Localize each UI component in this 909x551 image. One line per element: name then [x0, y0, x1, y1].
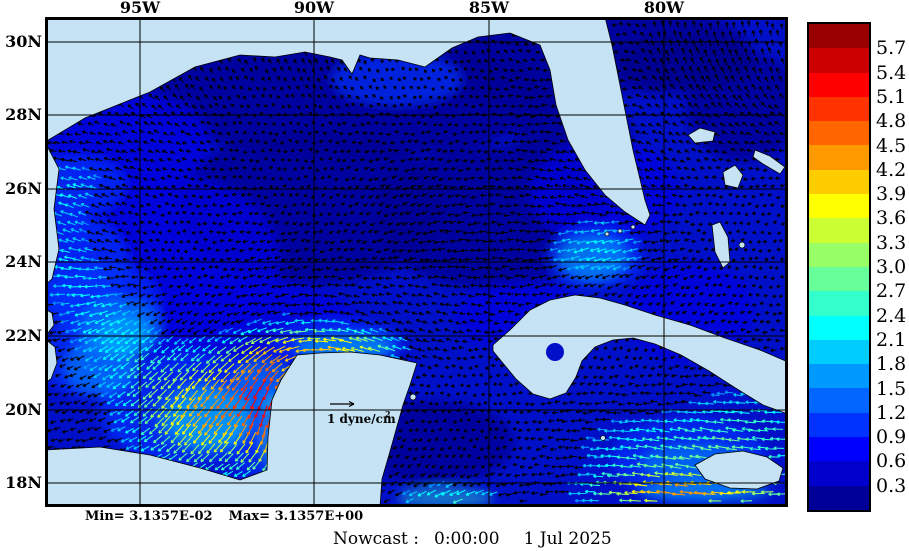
minmax-readout: Min= 3.1357E-02 Max= 3.1357E+00 — [85, 509, 363, 524]
left-axis-label: 20N — [5, 400, 42, 419]
colorbar-tick-label: 4.5 — [876, 134, 907, 157]
map-frame: 1 dyne/cm 2 — [45, 17, 788, 507]
colorbar-tick-label: 5.4 — [876, 61, 907, 84]
colorbar-segment — [809, 194, 869, 219]
caption-prefix: Nowcast : — [333, 529, 420, 549]
colorbar-segment — [809, 169, 869, 195]
colorbar-segment — [809, 96, 869, 122]
colorbar-segment — [809, 121, 869, 146]
colorbar-segment — [809, 437, 869, 462]
min-value-text: Min= 3.1357E-02 — [85, 509, 213, 524]
grid-layer — [45, 17, 788, 507]
colorbar-segment — [809, 364, 869, 389]
colorbar-tick-label: 0.3 — [876, 474, 907, 497]
land-layer — [45, 17, 788, 507]
colorbar-tick-label: 3.6 — [876, 207, 907, 230]
colorbar: 5.7 5.4 5.1 4.8 4.5 4.2 3.9 3.6 3.3 3.0 2.7 2.4 2.1 1… — [807, 22, 909, 514]
colorbar-tick-label: 5.7 — [876, 37, 907, 60]
vector-arrow-layer — [45, 20, 788, 504]
colorbar-tick-label: 3.3 — [876, 231, 907, 254]
colorbar-segment — [809, 242, 869, 267]
left-axis-label: 30N — [5, 32, 42, 51]
colorbar-tick-label: 5.1 — [876, 85, 907, 108]
colorbar-segment — [809, 145, 869, 170]
colorbar-segment — [809, 315, 869, 340]
colorbar-tick-label: 2.1 — [876, 328, 907, 351]
colorbar-tick-label: 2.7 — [876, 280, 907, 303]
colorbar-tick-label: 0.9 — [876, 426, 907, 449]
colorbar-segment — [809, 48, 869, 73]
colorbar-tick-label: 1.5 — [876, 377, 907, 400]
top-axis-label: 95W — [119, 0, 161, 17]
colorbar-tick-label: 2.4 — [876, 304, 907, 327]
max-value-text: Max= 3.1357E+00 — [228, 509, 364, 524]
colorbar-segment — [809, 291, 869, 316]
colorbar-segment — [809, 266, 869, 292]
caption-date: 1 Jul 2025 — [523, 529, 612, 549]
left-axis-label: 22N — [5, 326, 42, 345]
map-frame-border — [45, 17, 788, 507]
colorbar-tick-label: 1.8 — [876, 353, 907, 376]
scale-arrow-exponent: 2 — [385, 409, 391, 419]
colorbar-segment — [809, 461, 869, 486]
colorbar-tick-label: 1.2 — [876, 401, 907, 424]
scale-arrow-label: 1 dyne/cm — [327, 412, 396, 426]
colorbar-tick-label: 4.8 — [876, 110, 907, 133]
colorbar-segment — [809, 412, 869, 438]
caption-time: 0:00:00 — [434, 529, 500, 549]
colorbar-segment — [809, 339, 869, 365]
left-axis-label: 24N — [5, 252, 42, 271]
colorbar-tick-label: 3.0 — [876, 256, 907, 278]
scale-annotation: 1 dyne/cm2 — [327, 401, 396, 426]
top-axis-label: 85W — [468, 0, 510, 17]
colorbar-segment — [809, 388, 869, 413]
cuba-inland-water — [546, 343, 564, 361]
left-axis-label: 28N — [5, 105, 42, 124]
colorbar-bar — [807, 22, 871, 512]
top-axis-label: 90W — [293, 0, 335, 17]
top-axis-label: 80W — [643, 0, 685, 17]
colorbar-tick-label: 0.6 — [876, 450, 907, 473]
colorbar-segment — [809, 72, 869, 97]
left-axis-label: 18N — [5, 473, 42, 492]
colorbar-tick-label: 3.9 — [876, 183, 907, 206]
colorbar-tick-label: 4.2 — [876, 158, 907, 181]
left-axis-label: 26N — [5, 179, 42, 198]
colorbar-segment — [809, 24, 869, 49]
map-canvas: 1 dyne/cm2 — [45, 17, 788, 507]
colorbar-segment — [809, 485, 869, 510]
nowcast-caption: Nowcast : 0:00:00 1 Jul 2025 — [333, 529, 612, 549]
colorbar-segment — [809, 218, 869, 243]
